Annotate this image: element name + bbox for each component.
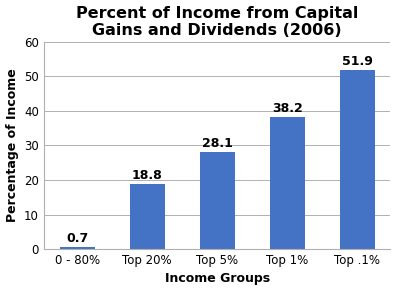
Bar [60, 246, 95, 249]
Text: 38.2: 38.2 [272, 102, 303, 115]
Bar [340, 70, 375, 249]
Bar [200, 152, 235, 249]
Text: 51.9: 51.9 [342, 55, 373, 68]
Title: Percent of Income from Capital
Gains and Dividends (2006): Percent of Income from Capital Gains and… [76, 6, 358, 38]
Bar [270, 117, 305, 249]
Text: 18.8: 18.8 [132, 169, 162, 182]
X-axis label: Income Groups: Income Groups [165, 272, 270, 285]
Bar [129, 184, 165, 249]
Y-axis label: Percentage of Income: Percentage of Income [6, 69, 19, 222]
Text: 0.7: 0.7 [66, 232, 88, 244]
Text: 28.1: 28.1 [202, 137, 232, 150]
